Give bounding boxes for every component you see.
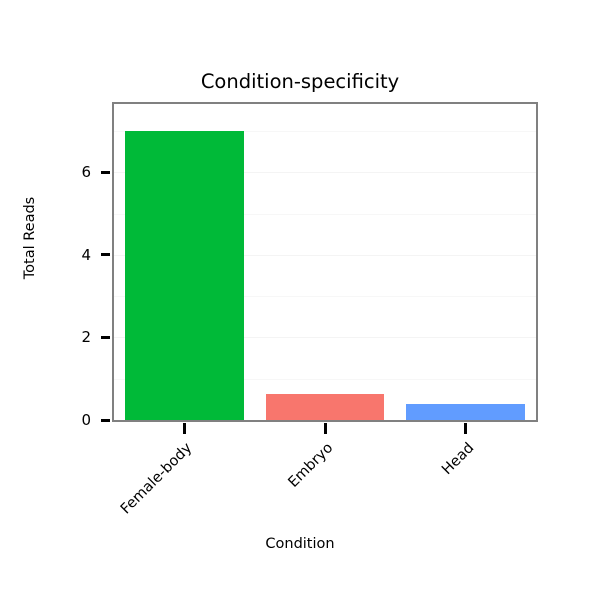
x-axis-title: Condition: [265, 536, 335, 552]
bar-female-body[interactable]: [124, 130, 244, 420]
y-axis-tick: [101, 170, 110, 174]
x-axis-tick: [464, 423, 468, 434]
gridline: [114, 254, 536, 256]
x-axis-tick-label: Head: [438, 440, 478, 479]
y-axis-tick: [101, 335, 110, 339]
x-axis-tick-label: Embryo: [285, 440, 337, 491]
x-axis-tick: [182, 423, 186, 434]
bar-embryo[interactable]: [265, 394, 385, 420]
y-axis-tick: [101, 253, 110, 257]
bar-head[interactable]: [406, 403, 526, 420]
x-axis-tick-label: Female-body: [118, 440, 196, 518]
chart-title: Condition-specificity: [200, 70, 400, 93]
y-axis-tick-label: 4: [81, 245, 91, 264]
y-axis-tick-label: 6: [81, 163, 91, 182]
gridline: [114, 420, 536, 421]
gridline: [114, 172, 536, 174]
plot-panel: [112, 102, 538, 422]
plot-area: [114, 104, 536, 420]
y-axis-tick-label: 0: [81, 411, 91, 429]
y-axis-title: Total Reads: [22, 196, 38, 280]
y-axis-tick: [101, 418, 110, 422]
gridline: [114, 130, 536, 132]
x-axis-tick: [323, 423, 327, 434]
gridline: [114, 213, 536, 215]
gridline: [114, 337, 536, 339]
gridline: [114, 378, 536, 380]
y-axis-tick-label: 2: [81, 328, 91, 347]
gridline: [114, 296, 536, 298]
